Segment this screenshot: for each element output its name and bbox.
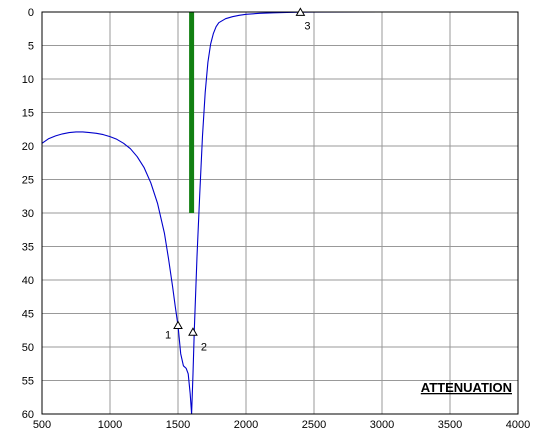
marker-label-2: 2 [201,341,207,353]
marker-1 [173,320,183,330]
y-tick-label: 15 [22,108,34,120]
y-tick-label: 40 [22,275,34,287]
marker-layer: 1 2 3 [165,7,310,353]
x-tick-label: 1000 [98,419,122,431]
x-tick-label: 2000 [234,419,258,431]
marker-2 [188,327,198,336]
y-tick-label: 45 [22,309,34,321]
marker-3 [295,7,306,16]
x-tick-label: 3000 [370,419,394,431]
x-tick-label: 2500 [302,419,326,431]
attenuation-curve [41,11,518,415]
y-tick-label: 55 [22,376,34,388]
y-tick-label: 20 [22,141,34,153]
plot-frame [41,11,519,415]
chart-title: ATTENUATION [421,380,512,395]
tick-labels: 500 1000 1500 2000 2500 3000 3500 4000 0 5 10 15 20 2… [22,7,530,431]
y-tick-label: 5 [28,41,34,53]
y-tick-label: 35 [22,242,34,254]
x-tick-label: 1500 [166,419,190,431]
y-tick-label: 10 [22,74,34,86]
curve-layer [41,11,518,415]
grid-lines [41,11,519,415]
y-tick-label: 30 [22,208,34,220]
marker-label-3: 3 [304,20,310,32]
y-tick-label: 60 [22,409,34,421]
y-tick-label: 0 [28,7,34,19]
x-tick-label: 500 [33,419,51,431]
y-tick-label: 50 [22,342,34,354]
marker-label-1: 1 [165,330,171,342]
x-tick-label: 4000 [506,419,530,431]
y-tick-label: 25 [22,175,34,187]
x-tick-label: 3500 [438,419,462,431]
